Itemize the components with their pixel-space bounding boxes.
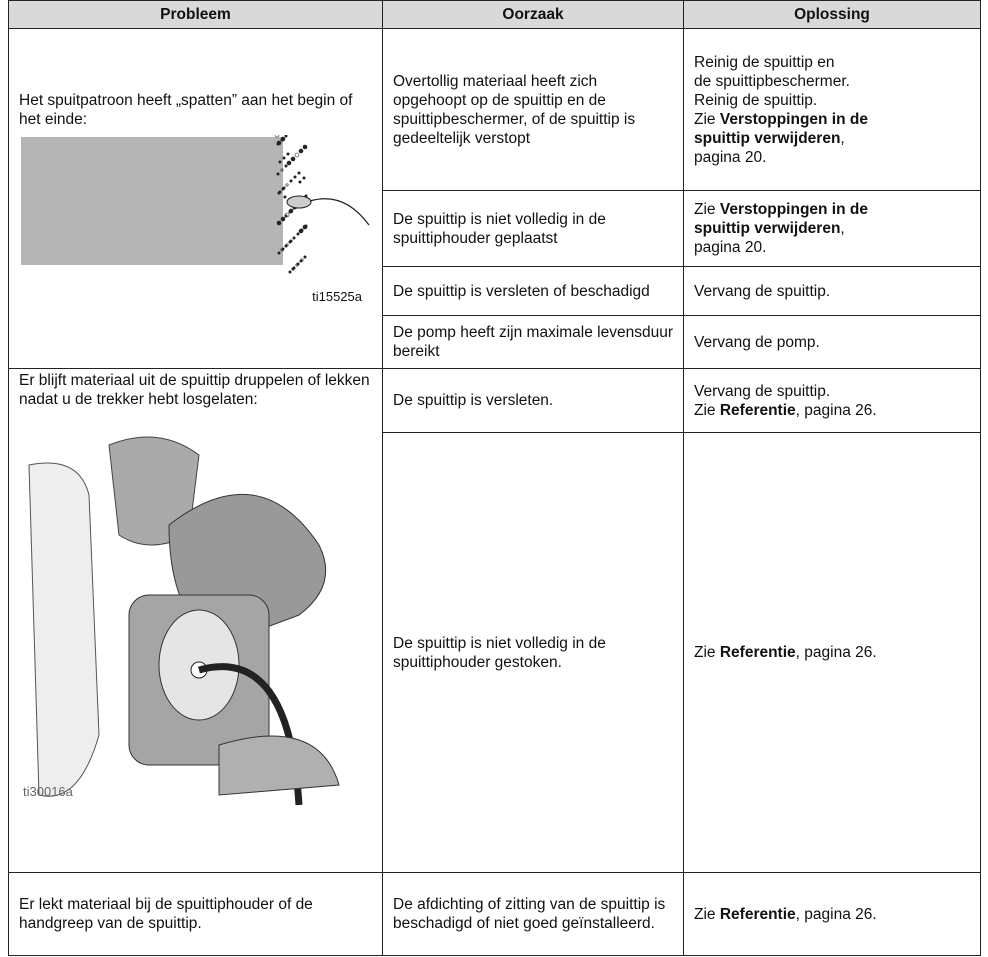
- bold-reference: Referentie: [719, 905, 796, 923]
- solution-line: Vervang de spuittip.: [694, 282, 970, 301]
- solution-cell: Zie Referentie, pagina 26.: [683, 432, 981, 873]
- header-cell: Oorzaak: [382, 0, 684, 29]
- figure-label: ti30016a: [23, 784, 73, 799]
- spray-pattern-figure: [21, 135, 370, 274]
- text-run: , pagina 26.: [795, 905, 877, 923]
- problem-cell: Het spuitpatroon heeft „spatten” aan het…: [8, 28, 383, 369]
- table-row: Er lekt materiaal bij de spuittiphouder …: [8, 872, 981, 956]
- text-run: Reinig de spuittip.: [694, 91, 818, 109]
- solution-cell: Reinig de spuittip en de spuittipbescherm…: [683, 28, 981, 191]
- cause-cell: De spuittip is versleten of beschadigd: [382, 266, 684, 316]
- figure: ti15525a: [19, 135, 372, 306]
- figure-label: ti15525a: [312, 289, 362, 304]
- text-run: Zie: [694, 110, 720, 128]
- text-run: de spuittipbeschermer.: [694, 72, 850, 90]
- figure: ti30016a: [19, 415, 372, 805]
- cause-cell: Overtollig materiaal heeft zich opgehoop…: [382, 28, 684, 191]
- text-run: Zie: [694, 201, 720, 218]
- solution-cell: Vervang de spuittip.: [683, 266, 981, 316]
- cause-cell: De spuittip is niet volledig in de spuit…: [382, 432, 684, 873]
- solution-line: Reinig de spuittip.: [694, 91, 872, 110]
- text-run: Vervang de spuittip.: [694, 282, 831, 300]
- header-cell: Oplossing: [683, 0, 981, 29]
- solution-cell: Zie Verstoppingen in de spuittip verwijd…: [683, 190, 981, 267]
- problem-text: Het spuitpatroon heeft „spatten” aan het…: [19, 92, 353, 128]
- problem-text: Er blijft materiaal uit de spuittip drup…: [19, 372, 370, 408]
- text-run: , pagina 26.: [795, 401, 877, 419]
- solution-line: Vervang de pomp.: [694, 333, 970, 352]
- cause-cell: De spuittip is niet volledig in de spuit…: [382, 190, 684, 267]
- text-run: , pagina 20.: [694, 220, 845, 256]
- cause-cell: De pomp heeft zijn maximale levensduur b…: [382, 315, 684, 369]
- solution-cell: Zie Referentie, pagina 26.: [683, 872, 981, 956]
- problem-cell: Er lekt materiaal bij de spuittiphouder …: [8, 872, 383, 956]
- table-row: De spuittip is versleten of beschadigd Ve…: [9, 266, 981, 316]
- table-row: Er blijft materiaal uit de spuittip drup…: [8, 368, 981, 873]
- solution-line: de spuittipbeschermer.: [694, 72, 872, 91]
- problem-cell: Er blijft materiaal uit de spuittip drup…: [8, 368, 383, 873]
- solution-line: Zie Referentie, pagina 26.: [694, 643, 970, 662]
- bold-reference: Referentie: [719, 644, 796, 661]
- bold-reference: Verstoppingen in de spuittip verwijderen: [694, 201, 868, 237]
- text-run: Zie: [694, 401, 720, 419]
- table-row: De spuittip is niet volledig in de spuit…: [9, 432, 981, 873]
- solution-line: Zie Referentie, pagina 26.: [694, 401, 970, 420]
- solution-cell: Vervang de spuittip. Zie Referentie, pagi…: [683, 368, 981, 433]
- troubleshooting-table: Probleem Oorzaak Oplossing Het spuitpatr…: [8, 0, 981, 956]
- solution-line: Reinig de spuittip en: [694, 53, 872, 72]
- text-run: Zie: [694, 644, 720, 661]
- bold-reference: Referentie: [719, 401, 796, 419]
- solution-line: Zie Verstoppingen in de spuittip verwijd…: [694, 200, 872, 257]
- header-cell: Probleem: [8, 0, 383, 29]
- text-run: , pagina 26.: [795, 644, 877, 661]
- table-row: De pomp heeft zijn maximale levensduur b…: [9, 315, 981, 369]
- solution-line: Vervang de spuittip.: [694, 382, 970, 401]
- spray-gun-figure: [28, 436, 340, 805]
- cause-cell: De spuittip is versleten.: [382, 368, 684, 433]
- bold-reference: Verstoppingen in de spuittip verwijderen: [694, 110, 868, 147]
- header-row: Probleem Oorzaak Oplossing: [8, 0, 981, 29]
- cause-cell: De afdichting of zitting van de spuittip…: [382, 872, 684, 956]
- text-run: , pagina 20.: [694, 129, 845, 166]
- solution-line: Zie Referentie, pagina 26.: [694, 905, 970, 924]
- solution-line: Zie Verstoppingen in de spuittip verwijd…: [694, 110, 872, 167]
- text-run: Zie: [694, 905, 720, 923]
- table-wrap: Probleem Oorzaak Oplossing Het spuitpatr…: [8, 0, 981, 956]
- text-run: Vervang de spuittip.: [694, 382, 831, 400]
- solution-cell: Vervang de pomp.: [683, 315, 981, 369]
- text-run: Vervang de pomp.: [694, 333, 820, 351]
- table-row: Het spuitpatroon heeft „spatten” aan het…: [8, 28, 981, 369]
- problem-text: Er lekt materiaal bij de spuittiphouder …: [19, 896, 313, 932]
- text-run: Reinig de spuittip en: [694, 53, 835, 71]
